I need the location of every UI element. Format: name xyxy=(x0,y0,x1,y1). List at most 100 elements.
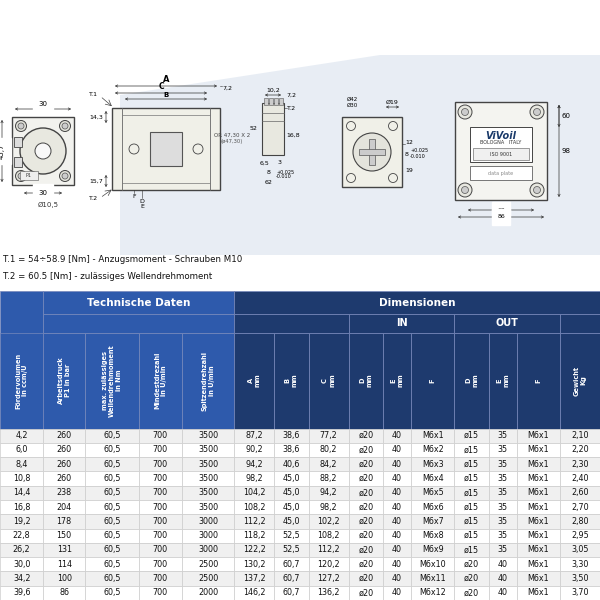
Text: 2,40: 2,40 xyxy=(571,474,589,483)
Text: 40: 40 xyxy=(498,574,508,583)
Text: 7,2: 7,2 xyxy=(286,92,296,97)
Text: P1: P1 xyxy=(26,173,32,178)
Text: 60,5: 60,5 xyxy=(103,503,121,512)
Text: (ø47,30): (ø47,30) xyxy=(221,139,243,143)
Text: T.1: T.1 xyxy=(89,92,98,97)
Text: 60,5: 60,5 xyxy=(103,574,121,583)
Text: M6x8: M6x8 xyxy=(422,531,443,540)
Text: +0.025: +0.025 xyxy=(410,148,428,152)
Bar xyxy=(182,543,234,557)
Bar xyxy=(560,586,600,600)
Text: 3000: 3000 xyxy=(198,531,218,540)
Bar xyxy=(349,500,383,514)
Bar xyxy=(454,557,489,571)
Bar xyxy=(85,428,139,443)
Bar xyxy=(234,457,274,472)
Bar xyxy=(308,557,349,571)
Bar xyxy=(489,443,517,457)
Bar xyxy=(139,571,182,586)
Text: M6x1: M6x1 xyxy=(527,474,549,483)
Text: M6x12: M6x12 xyxy=(419,589,446,598)
Text: M6x3: M6x3 xyxy=(422,460,443,469)
Text: 94,2: 94,2 xyxy=(320,488,337,497)
Bar xyxy=(0,485,43,500)
Bar xyxy=(517,514,560,529)
Bar xyxy=(349,514,383,529)
Text: 60,5: 60,5 xyxy=(103,589,121,598)
Text: 60,5: 60,5 xyxy=(103,531,121,540)
Bar xyxy=(349,586,383,600)
Text: 14,3: 14,3 xyxy=(89,115,103,119)
Bar xyxy=(150,132,182,166)
Bar xyxy=(182,514,234,529)
Text: 40: 40 xyxy=(392,503,402,512)
Text: 19: 19 xyxy=(405,169,413,173)
Text: BOLOGNA   ITALY: BOLOGNA ITALY xyxy=(481,140,521,145)
Text: ø20: ø20 xyxy=(358,560,373,569)
Text: 35: 35 xyxy=(498,488,508,497)
Bar xyxy=(383,500,411,514)
Bar xyxy=(489,571,517,586)
Text: 3500: 3500 xyxy=(198,488,218,497)
Text: 35: 35 xyxy=(498,431,508,440)
Text: -0.010: -0.010 xyxy=(410,154,426,160)
Text: 700: 700 xyxy=(153,545,168,554)
Text: 98,2: 98,2 xyxy=(320,503,337,512)
Bar xyxy=(454,543,489,557)
Bar xyxy=(234,443,274,457)
Bar xyxy=(43,428,85,443)
Text: Ø42: Ø42 xyxy=(347,97,358,101)
Bar xyxy=(234,485,274,500)
Bar xyxy=(383,514,411,529)
Text: M6x10: M6x10 xyxy=(419,560,446,569)
Bar xyxy=(560,428,600,443)
Text: M6x1: M6x1 xyxy=(527,503,549,512)
Text: OR 47,30 X 2: OR 47,30 X 2 xyxy=(214,133,250,137)
Bar xyxy=(454,529,489,543)
Text: M6x1: M6x1 xyxy=(527,589,549,598)
Bar xyxy=(274,485,308,500)
Bar xyxy=(274,557,308,571)
Text: 22,8: 22,8 xyxy=(13,531,31,540)
Bar xyxy=(139,543,182,557)
Bar xyxy=(0,529,43,543)
Text: F: F xyxy=(132,194,136,199)
Bar xyxy=(274,586,308,600)
Bar xyxy=(234,529,274,543)
Bar xyxy=(560,514,600,529)
Text: 35: 35 xyxy=(498,517,508,526)
Bar xyxy=(560,557,600,571)
Bar xyxy=(85,557,139,571)
Bar xyxy=(517,472,560,485)
Bar xyxy=(85,514,139,529)
Text: ø15: ø15 xyxy=(464,545,479,554)
Text: 2,20: 2,20 xyxy=(571,445,589,454)
Bar xyxy=(517,543,560,557)
Text: ø20: ø20 xyxy=(358,474,373,483)
Text: 60,5: 60,5 xyxy=(103,431,121,440)
Bar xyxy=(489,485,517,500)
Text: 3,70: 3,70 xyxy=(571,589,589,598)
Circle shape xyxy=(35,143,51,159)
Text: 52,5: 52,5 xyxy=(283,531,300,540)
Bar xyxy=(349,571,383,586)
Bar xyxy=(0,472,43,485)
Bar xyxy=(560,543,600,557)
Text: 15,7: 15,7 xyxy=(89,179,103,184)
Text: 3500: 3500 xyxy=(198,503,218,512)
Text: 45,7: 45,7 xyxy=(0,143,5,159)
Circle shape xyxy=(18,123,24,129)
Bar xyxy=(560,485,600,500)
Text: 26,2: 26,2 xyxy=(13,545,31,554)
Bar xyxy=(43,333,85,428)
Text: Gewicht
Kg: Gewicht Kg xyxy=(574,365,587,395)
Bar xyxy=(517,500,560,514)
Text: 12: 12 xyxy=(405,139,413,145)
Text: 80,2: 80,2 xyxy=(320,445,337,454)
Text: 35: 35 xyxy=(498,531,508,540)
Bar xyxy=(349,457,383,472)
Circle shape xyxy=(533,187,541,193)
Text: ø20: ø20 xyxy=(358,445,373,454)
Text: 40,6: 40,6 xyxy=(283,460,300,469)
Text: 40: 40 xyxy=(392,574,402,583)
